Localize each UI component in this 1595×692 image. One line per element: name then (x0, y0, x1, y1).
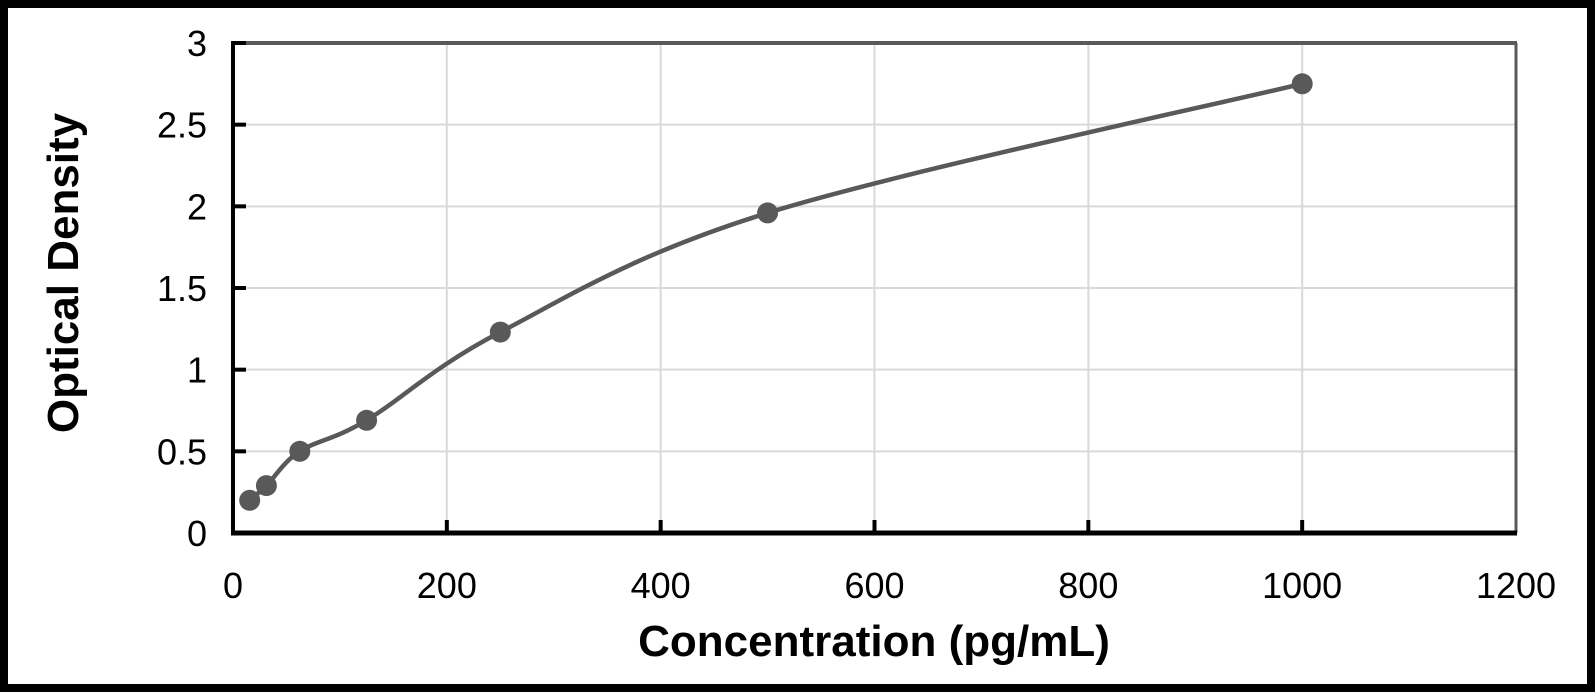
data-point-marker (356, 409, 378, 431)
data-series (239, 73, 1313, 511)
x-tick-label: 400 (631, 565, 691, 606)
standard-curve-line (247, 81, 1305, 503)
y-tick-label: 1.5 (157, 268, 207, 309)
x-tick-label: 800 (1058, 565, 1118, 606)
x-tick-label: 1000 (1262, 565, 1342, 606)
plot-frame (231, 41, 1518, 533)
data-point-marker (255, 475, 277, 497)
y-axis-title: Optical Density (39, 112, 88, 433)
data-point-marker (1291, 73, 1313, 95)
y-tick-label: 1 (187, 350, 207, 391)
data-point-marker (239, 489, 261, 511)
x-tick-label: 0 (223, 565, 243, 606)
y-tick-label: 0 (187, 513, 207, 554)
y-tick-label: 2.5 (157, 105, 207, 146)
y-tick-label: 3 (187, 23, 207, 64)
data-point-marker (289, 440, 311, 462)
y-tick-label: 0.5 (157, 431, 207, 472)
gridlines (233, 43, 1516, 533)
x-tick-label: 1200 (1476, 565, 1556, 606)
data-point-marker (757, 202, 779, 224)
tick-labels: 0 200 400 600 800 1000 1200 0 0.5 1 1.5 2 2.5 3 (157, 23, 1556, 606)
data-point-marker (489, 321, 511, 343)
y-tick-label: 2 (187, 186, 207, 227)
x-axis-title: Concentration (pg/mL) (638, 617, 1110, 666)
x-tick-label: 600 (844, 565, 904, 606)
x-tick-label: 200 (417, 565, 477, 606)
tick-marks (233, 41, 1305, 533)
